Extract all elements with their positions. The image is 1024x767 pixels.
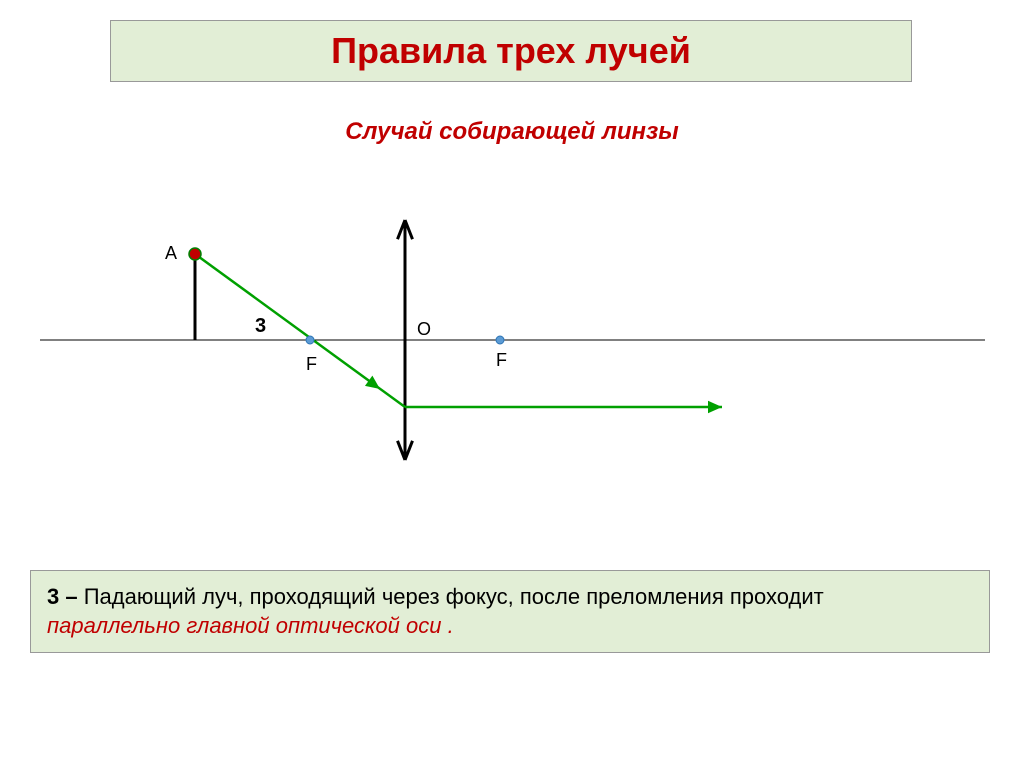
point-a <box>189 248 201 260</box>
caption-box: 3 – Падающий луч, проходящий через фокус… <box>30 570 990 653</box>
svg-text:А: А <box>165 243 177 263</box>
svg-text:O: O <box>417 319 431 339</box>
svg-text:F: F <box>496 350 507 370</box>
title-box: Правила трех лучей <box>110 20 912 82</box>
caption-text1: Падающий луч, проходящий через фокус, по… <box>84 584 824 609</box>
caption-prefix: 3 – <box>47 584 84 609</box>
svg-text:F: F <box>306 354 317 374</box>
diagram-labels: А F F O 3 <box>165 243 507 374</box>
caption-text2: параллельно главной оптической оси . <box>47 613 454 638</box>
ray-3 <box>195 254 722 413</box>
title-text: Правила трех лучей <box>331 30 691 72</box>
subtitle: Случай собирающей линзы <box>0 118 1024 146</box>
lens-diagram: А F F O 3 <box>0 180 1024 530</box>
svg-text:3: 3 <box>255 315 266 337</box>
